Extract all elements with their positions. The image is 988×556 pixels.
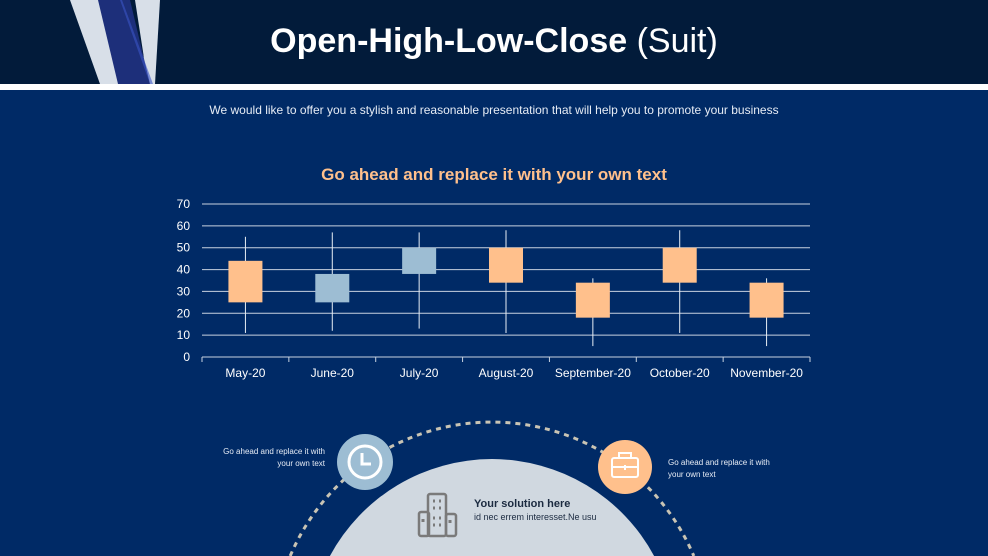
y-tick-label: 0 (183, 350, 190, 364)
x-tick-label: November-20 (730, 366, 803, 380)
x-tick-label: September-20 (555, 366, 631, 380)
right-caption: Go ahead and replace it with your own tex… (668, 458, 770, 479)
header-banner: Open-High-Low-Close (Suit) (0, 0, 988, 84)
x-tick-label: August-20 (479, 366, 534, 380)
y-tick-label: 60 (177, 219, 191, 233)
subtitle: We would like to offer you a stylish and… (209, 103, 779, 117)
y-tick-label: 10 (177, 328, 191, 342)
y-tick-label: 30 (177, 284, 191, 298)
candlestick-chart: 0 10 20 30 40 50 60 70 May-20 June-20 July-20 Augus… (177, 197, 811, 380)
header-divider (0, 84, 988, 90)
x-tick-label: June-20 (311, 366, 355, 380)
candle-body (662, 247, 697, 283)
suit-image (70, 0, 160, 84)
clock-icon (337, 434, 393, 490)
candle-body (575, 282, 610, 318)
building-icon (417, 492, 458, 538)
candle-body (402, 247, 437, 274)
candle-body (489, 247, 523, 283)
candle-body (315, 273, 350, 303)
x-tick-label: July-20 (400, 366, 439, 380)
x-tick-label: October-20 (650, 366, 710, 380)
candle-body (749, 282, 784, 318)
page-title: Open-High-Low-Close (Suit) (270, 22, 718, 60)
briefcase-icon (598, 440, 652, 494)
y-tick-label: 20 (177, 306, 191, 320)
solution-text: id nec errem interesset.Ne usu (474, 512, 597, 522)
left-caption: Go ahead and replace it with your own tex… (223, 447, 325, 468)
x-tick-label: May-20 (225, 366, 265, 380)
candle-body (228, 260, 263, 303)
solution-dome (329, 459, 655, 556)
y-tick-label: 50 (177, 241, 191, 255)
y-tick-label: 40 (177, 263, 191, 277)
chart-title: Go ahead and replace it with your own te… (321, 165, 667, 184)
y-tick-label: 70 (177, 197, 191, 211)
solution-title: Your solution here (474, 498, 571, 510)
